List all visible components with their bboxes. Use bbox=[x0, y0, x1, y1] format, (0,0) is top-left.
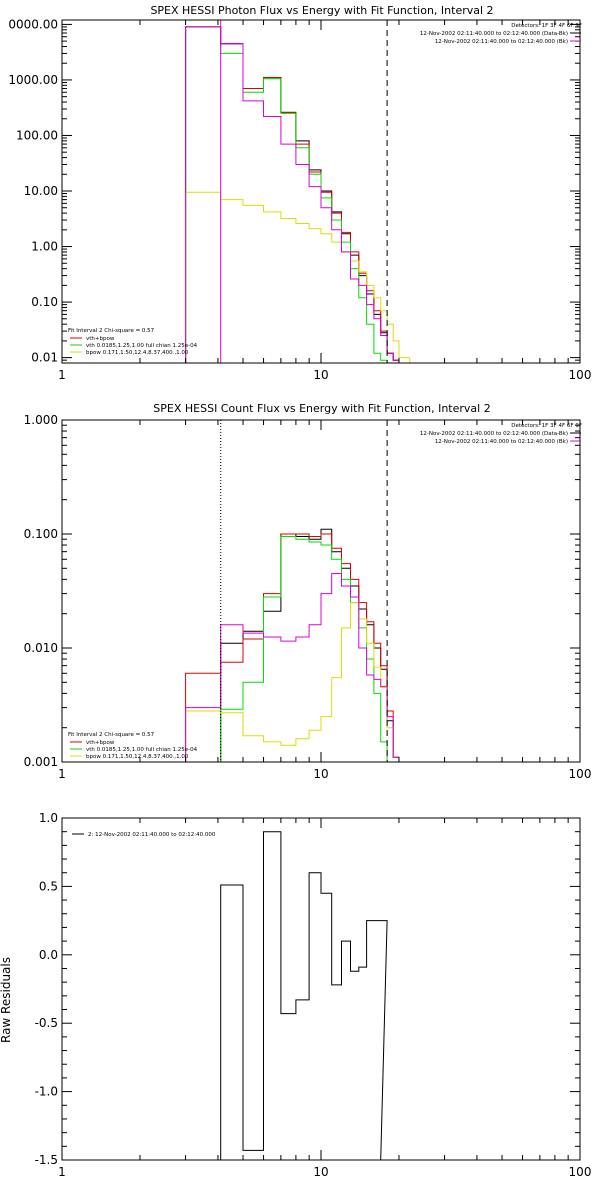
residuals-ytick-label: -1.0 bbox=[35, 1085, 58, 1099]
residuals-legend-label: 2: 12-Nov-2002 02:11:40.000 to 02:12:40.… bbox=[88, 832, 216, 838]
count-ytick-label: 0.001 bbox=[24, 755, 58, 769]
photon-series-bk bbox=[185, 26, 400, 363]
count-fit-bpow-label: bpow 0.171,1.50,12.4,8.37,400.,1.00 bbox=[86, 754, 189, 760]
photon-series-vth bbox=[185, 26, 388, 363]
residuals-ytick-label: -0.5 bbox=[35, 1016, 58, 1030]
residuals-ylabel: Raw Residuals bbox=[0, 957, 13, 1043]
count-fit-interval-label: Fit Interval 2 Chi-square = 0.57 bbox=[68, 732, 155, 738]
residuals-chart: 1 10 100 -1.5 -1.0 -0.5 0.0 0.5 1.0 Raw Residual… bbox=[0, 811, 591, 1179]
count-xtick-label: 1 bbox=[58, 767, 66, 781]
photon-fit-bpow-label: bpow 0.171,1.50,12.4,8.37,400.,1.00 bbox=[86, 350, 189, 356]
photon-ytick-label: 100.00 bbox=[16, 128, 58, 142]
count-ytick-label: 0.010 bbox=[24, 641, 58, 655]
photon-fit-vthbpow-label: vth+bpow bbox=[86, 336, 115, 342]
photon-ytick-label: 0000.00 bbox=[8, 17, 58, 31]
photon-fit-vth-label: vth 0.0185,1.25,1.00 full chian 1.25e-04 bbox=[86, 343, 198, 349]
photon-ytick-label: 1.00 bbox=[31, 240, 58, 254]
count-series-bpow bbox=[185, 602, 400, 762]
count-flux-chart: SPEX HESSI Count Flux vs Energy with Fit… bbox=[24, 402, 592, 781]
residuals-ytick-label: -1.5 bbox=[35, 1153, 58, 1167]
count-xtick-label: 10 bbox=[313, 767, 328, 781]
photon-data-bk-label: 12-Nov-2002 02:11:40.000 to 02:12:40.000… bbox=[420, 31, 568, 37]
count-xtick-label: 100 bbox=[569, 767, 592, 781]
residuals-xtick-label: 100 bbox=[569, 1165, 592, 1179]
count-fit-vthbpow-label: vth+bpow bbox=[86, 740, 115, 746]
residuals-xtick-label: 1 bbox=[58, 1165, 66, 1179]
photon-xtick-label: 100 bbox=[569, 368, 592, 382]
photon-xtick-label: 10 bbox=[313, 368, 328, 382]
photon-xtick-label: 1 bbox=[58, 368, 66, 382]
residuals-ytick-label: 1.0 bbox=[39, 811, 58, 825]
residuals-xtick-label: 10 bbox=[313, 1165, 328, 1179]
count-detectors-label: Detectors: 1F 3F 4F 6F 9F bbox=[511, 423, 582, 429]
photon-ytick-label: 0.01 bbox=[31, 351, 58, 365]
photon-flux-chart: SPEX HESSI Photon Flux vs Energy with Fi… bbox=[8, 4, 591, 382]
residuals-ytick-label: 0.0 bbox=[39, 948, 58, 962]
count-fit-vth-label: vth 0.0185,1.25,1.00 full chian 1.25e-04 bbox=[86, 747, 198, 753]
count-data-bk-label: 12-Nov-2002 02:11:40.000 to 02:12:40.000… bbox=[420, 431, 568, 437]
count-series-bk bbox=[185, 573, 400, 762]
photon-ytick-label: 0.10 bbox=[31, 295, 58, 309]
count-flux-title: SPEX HESSI Count Flux vs Energy with Fit… bbox=[153, 402, 490, 415]
count-ytick-label: 0.100 bbox=[24, 527, 58, 541]
photon-series-vth-bpow bbox=[185, 26, 400, 363]
photon-flux-title: SPEX HESSI Photon Flux vs Energy with Fi… bbox=[150, 4, 493, 17]
photon-bk-label: 12-Nov-2002 02:11:40.000 to 02:12:40.000… bbox=[435, 39, 568, 45]
photon-detectors-label: Detectors: 1F 3F 4F 6F 9F bbox=[511, 23, 582, 29]
photon-ytick-label: 10.00 bbox=[24, 184, 58, 198]
residuals-series-2-12-nov-2002-02-11-40-000-to-02-12-40-000 bbox=[220, 831, 388, 1160]
count-bk-label: 12-Nov-2002 02:11:40.000 to 02:12:40.000… bbox=[435, 439, 568, 445]
count-series-vth-bpow bbox=[185, 533, 400, 762]
residuals-ytick-label: 0.5 bbox=[39, 879, 58, 893]
count-ytick-label: 1.000 bbox=[24, 413, 58, 427]
photon-fit-interval-label: Fit Interval 2 Chi-square = 0.57 bbox=[68, 328, 155, 334]
photon-ytick-label: 1000.00 bbox=[8, 73, 58, 87]
